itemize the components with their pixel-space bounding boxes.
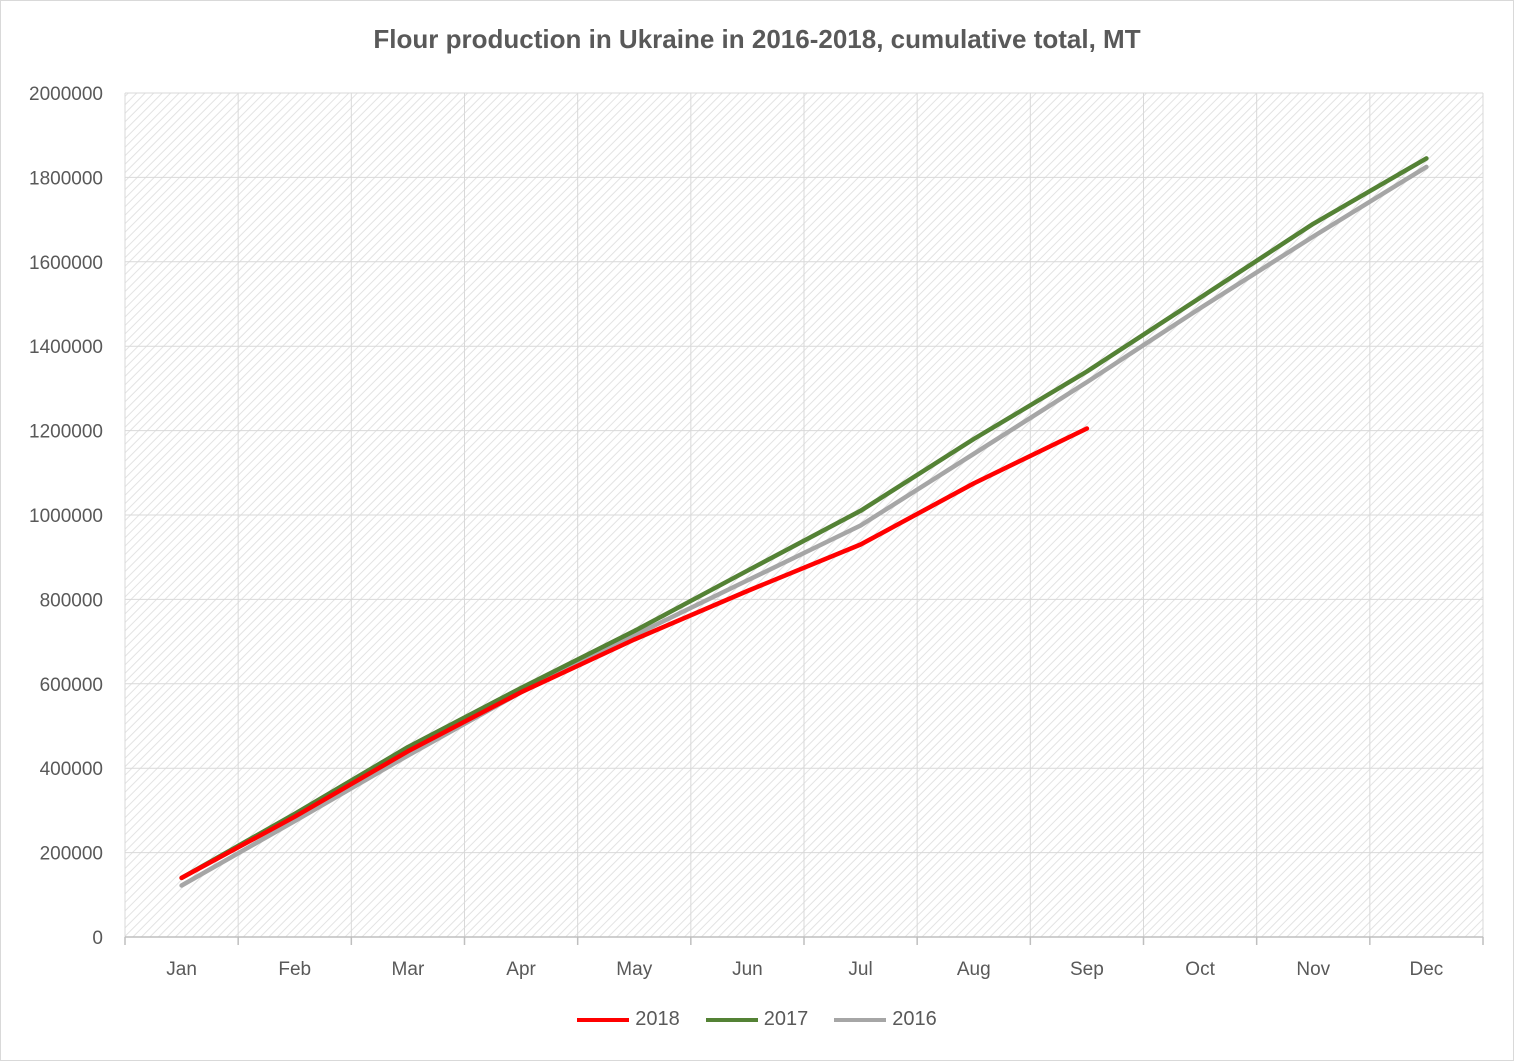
legend-item-2018: 2018	[577, 1008, 680, 1031]
series-line-2016	[179, 164, 1429, 888]
legend-item-2017: 2017	[705, 1008, 809, 1031]
series-line-2017	[179, 156, 1429, 881]
y-tick-label: 1400000	[29, 337, 103, 358]
x-tick-label: Sep	[1070, 959, 1104, 980]
legend-label: 2016	[892, 1008, 937, 1030]
legend: 2018 2017 2016	[0, 1008, 1514, 1031]
legend-item-2016: 2016	[834, 1008, 937, 1031]
y-tick-label: 1600000	[29, 253, 103, 274]
axes: 0 200000 400000 600000 800000 1000000 1200000 1…	[29, 84, 1484, 980]
series-line-2018	[179, 426, 1090, 881]
x-tick-label: Dec	[1410, 959, 1444, 980]
x-tick-label: May	[616, 959, 652, 980]
x-tick-label: Jun	[732, 959, 763, 980]
y-tick-label: 1200000	[29, 422, 103, 443]
x-tick-label: Jan	[166, 959, 197, 980]
y-tick-label: 2000000	[29, 84, 103, 105]
y-tick-label: 1000000	[29, 506, 103, 527]
y-tick-label: 0	[92, 928, 103, 949]
x-tick-label: Oct	[1185, 959, 1215, 980]
y-tick-label: 200000	[40, 844, 103, 865]
x-tick-label: Feb	[278, 959, 311, 980]
y-tick-label: 1800000	[29, 168, 103, 189]
gridlines	[124, 92, 1484, 937]
y-tick-label: 600000	[40, 675, 103, 696]
x-tick-label: Aug	[957, 959, 991, 980]
y-tick-label: 400000	[40, 759, 103, 780]
y-tick-label: 800000	[40, 590, 103, 611]
x-tick-label: Mar	[392, 959, 425, 980]
series-lines	[179, 156, 1429, 888]
x-tick-label: Jul	[848, 959, 872, 980]
x-tick-label: Apr	[506, 959, 536, 980]
chart-title: Flour production in Ukraine in 2016-2018…	[373, 24, 1141, 54]
legend-swatch	[834, 1017, 887, 1022]
legend-label: 2017	[763, 1008, 809, 1030]
legend-label: 2018	[635, 1008, 680, 1030]
legend-swatch	[577, 1017, 630, 1022]
legend-swatch	[705, 1017, 758, 1022]
x-tick-label: Nov	[1296, 959, 1330, 980]
